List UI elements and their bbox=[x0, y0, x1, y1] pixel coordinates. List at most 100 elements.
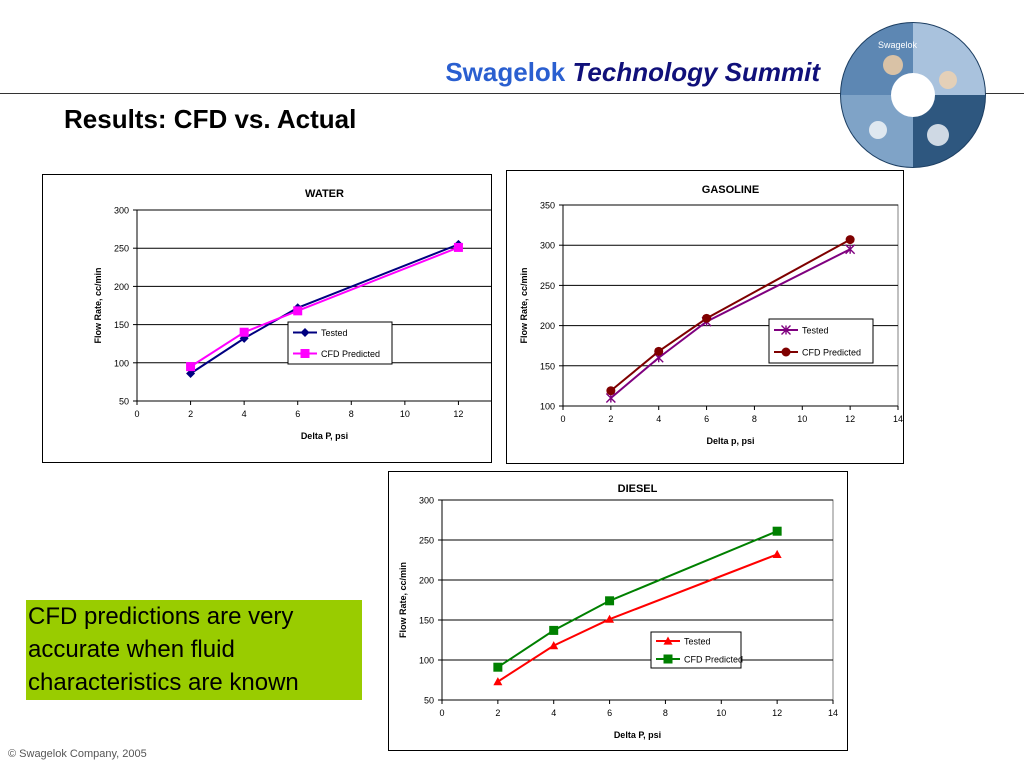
y-tick-label: 150 bbox=[419, 616, 434, 626]
x-tick-label: 12 bbox=[845, 414, 855, 424]
y-axis-label: Flow Rate, cc/min bbox=[519, 267, 529, 343]
brand-name: Swagelok bbox=[445, 57, 566, 87]
x-tick-label: 12 bbox=[453, 409, 463, 419]
x-tick-label: 6 bbox=[295, 409, 300, 419]
series-line-1 bbox=[190, 243, 459, 375]
legend-marker bbox=[781, 347, 791, 357]
data-point bbox=[845, 235, 855, 245]
y-tick-label: 350 bbox=[540, 201, 555, 211]
y-tick-label: 100 bbox=[114, 358, 129, 368]
x-tick-label: 10 bbox=[400, 409, 410, 419]
data-point bbox=[293, 306, 303, 316]
legend-label: CFD Predicted bbox=[802, 348, 861, 358]
data-point bbox=[772, 549, 782, 558]
chart-diesel: DIESEL 50 100 150 200 250 300 0 2 4 6 8 10 12 14 Delta … bbox=[388, 471, 848, 751]
data-point bbox=[453, 242, 463, 252]
data-point bbox=[549, 641, 559, 650]
x-tick-label: 8 bbox=[663, 708, 668, 718]
y-tick-label: 250 bbox=[419, 536, 434, 546]
data-point bbox=[605, 614, 615, 623]
series-line-2 bbox=[497, 530, 778, 669]
slide-title: Results: CFD vs. Actual bbox=[64, 104, 357, 134]
x-tick-label: 14 bbox=[893, 414, 903, 424]
series-line-1 bbox=[610, 248, 851, 399]
data-point bbox=[605, 596, 615, 606]
data-point bbox=[239, 327, 249, 337]
chart-diesel-svg: DIESEL 50 100 150 200 250 300 0 2 4 6 8 10 12 14 Delta … bbox=[398, 483, 838, 740]
x-tick-label: 2 bbox=[188, 409, 193, 419]
legend-label: Tested bbox=[321, 328, 348, 338]
chart-gasoline-svg: GASOLINE 100 150 200 250 300 350 0 2 4 6 8 10 12 14 Del… bbox=[519, 184, 903, 446]
plot-area bbox=[441, 499, 834, 701]
data-point bbox=[186, 368, 196, 378]
series-line-2 bbox=[610, 238, 851, 392]
y-tick-label: 100 bbox=[419, 656, 434, 666]
chart-legend bbox=[650, 631, 742, 669]
y-tick-label: 300 bbox=[540, 241, 555, 251]
legend-marker bbox=[300, 328, 310, 337]
x-tick-label: 0 bbox=[134, 409, 139, 419]
data-point bbox=[845, 244, 856, 255]
y-tick-label: 200 bbox=[540, 321, 555, 331]
data-point bbox=[702, 313, 712, 323]
x-tick-label: 14 bbox=[828, 708, 838, 718]
y-tick-label: 150 bbox=[540, 361, 555, 371]
y-tick-label: 100 bbox=[540, 402, 555, 412]
header-divider bbox=[0, 93, 1024, 94]
x-tick-label: 4 bbox=[242, 409, 247, 419]
y-tick-label: 50 bbox=[424, 696, 434, 706]
data-point bbox=[772, 526, 782, 536]
x-axis-label: Delta P, psi bbox=[614, 730, 661, 740]
x-tick-label: 2 bbox=[608, 414, 613, 424]
data-point bbox=[493, 662, 503, 672]
x-tick-label: 0 bbox=[439, 708, 444, 718]
y-tick-label: 300 bbox=[114, 206, 129, 216]
x-tick-label: 12 bbox=[772, 708, 782, 718]
data-point bbox=[654, 346, 664, 356]
data-point bbox=[606, 386, 616, 396]
logo-text: Swagelok bbox=[878, 40, 918, 50]
chart-title: DIESEL bbox=[618, 483, 658, 495]
x-tick-label: 4 bbox=[656, 414, 661, 424]
summit-logo-disc: Swagelok bbox=[840, 22, 986, 168]
x-axis-label: Delta p, psi bbox=[706, 436, 754, 446]
chart-title: WATER bbox=[305, 188, 344, 200]
y-tick-label: 50 bbox=[119, 397, 129, 407]
legend-marker bbox=[663, 636, 673, 645]
y-axis-label: Flow Rate, cc/min bbox=[398, 562, 408, 638]
x-axis-label: Delta P, psi bbox=[301, 431, 348, 441]
x-tick-label: 2 bbox=[495, 708, 500, 718]
x-tick-label: 10 bbox=[716, 708, 726, 718]
data-point bbox=[186, 362, 196, 372]
chart-gasoline: GASOLINE 100 150 200 250 300 350 0 2 4 6 8 10 12 14 Del… bbox=[506, 170, 904, 464]
x-tick-label: 6 bbox=[704, 414, 709, 424]
conclusion-callout: CFD predictions are very accurate when f… bbox=[26, 600, 362, 700]
legend-marker bbox=[663, 654, 673, 664]
y-axis-label: Flow Rate, cc/min bbox=[93, 267, 103, 343]
legend-marker bbox=[300, 349, 310, 358]
legend-label: Tested bbox=[802, 326, 829, 336]
chart-title: GASOLINE bbox=[702, 184, 759, 196]
x-tick-label: 4 bbox=[551, 708, 556, 718]
y-tick-label: 200 bbox=[419, 576, 434, 586]
y-tick-label: 150 bbox=[114, 320, 129, 330]
series-line-2 bbox=[190, 246, 459, 368]
data-point bbox=[549, 625, 559, 635]
x-tick-label: 8 bbox=[349, 409, 354, 419]
y-tick-label: 250 bbox=[540, 281, 555, 291]
summit-name: Technology Summit bbox=[572, 57, 821, 87]
chart-water-svg: WATER5010015020025030002468101214Delta P… bbox=[93, 188, 491, 441]
legend-label: Tested bbox=[684, 637, 711, 647]
x-tick-label: 10 bbox=[797, 414, 807, 424]
header-title: Swagelok Technology Summit bbox=[380, 56, 820, 88]
x-tick-label: 6 bbox=[607, 708, 612, 718]
y-tick-label: 250 bbox=[114, 244, 129, 254]
copyright-footer: © Swagelok Company, 2005 bbox=[8, 748, 147, 760]
chart-water: WATER5010015020025030002468101214Delta P… bbox=[42, 174, 492, 463]
x-tick-label: 0 bbox=[560, 414, 565, 424]
series-line-1 bbox=[497, 553, 778, 683]
x-tick-label: 8 bbox=[752, 414, 757, 424]
data-point bbox=[493, 677, 503, 686]
legend-label: CFD Predicted bbox=[684, 655, 743, 665]
legend-label: CFD Predicted bbox=[321, 349, 380, 359]
